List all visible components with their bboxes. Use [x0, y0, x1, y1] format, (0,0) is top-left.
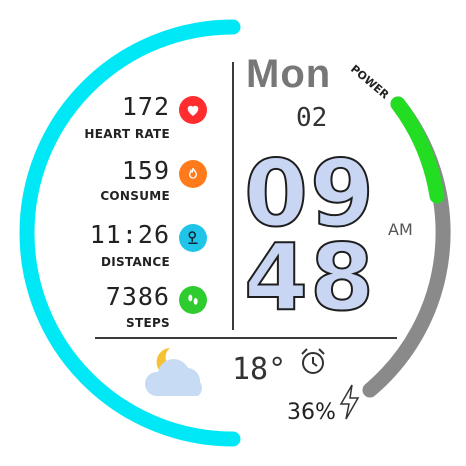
day-of-week: Mon	[246, 52, 332, 96]
consume-value: 159	[121, 156, 170, 185]
left-ring-arc	[19, 19, 241, 447]
time-minutes: 48	[243, 224, 377, 331]
day-of-month: 02	[296, 103, 328, 133]
distance-value: 11:26	[89, 220, 170, 249]
location-pin-icon[interactable]	[179, 224, 207, 252]
power-track-arc	[362, 96, 451, 398]
partly-cloudy-night-icon	[142, 342, 214, 400]
heart-rate-value: 172	[121, 92, 170, 121]
heart-rate-label: HEART RATE	[84, 127, 170, 141]
steps-label: STEPS	[126, 316, 170, 330]
battery-percent: 36%	[287, 400, 336, 425]
vertical-divider	[232, 62, 234, 330]
footprints-icon[interactable]	[179, 286, 207, 314]
flame-icon[interactable]	[179, 160, 207, 188]
heart-icon[interactable]	[179, 96, 207, 124]
power-fill-arc	[390, 96, 445, 204]
horizontal-divider	[95, 337, 397, 339]
distance-label: DISTANCE	[100, 255, 170, 269]
lightning-icon	[338, 384, 360, 420]
am-pm-indicator: AM	[388, 220, 413, 239]
alarm-clock-icon[interactable]	[298, 346, 328, 376]
temperature-value: 18°	[232, 352, 287, 387]
power-label: POWER	[348, 62, 392, 102]
time-hours: 09	[243, 140, 377, 247]
consume-label: CONSUME	[100, 189, 170, 203]
steps-value: 7386	[105, 282, 170, 311]
